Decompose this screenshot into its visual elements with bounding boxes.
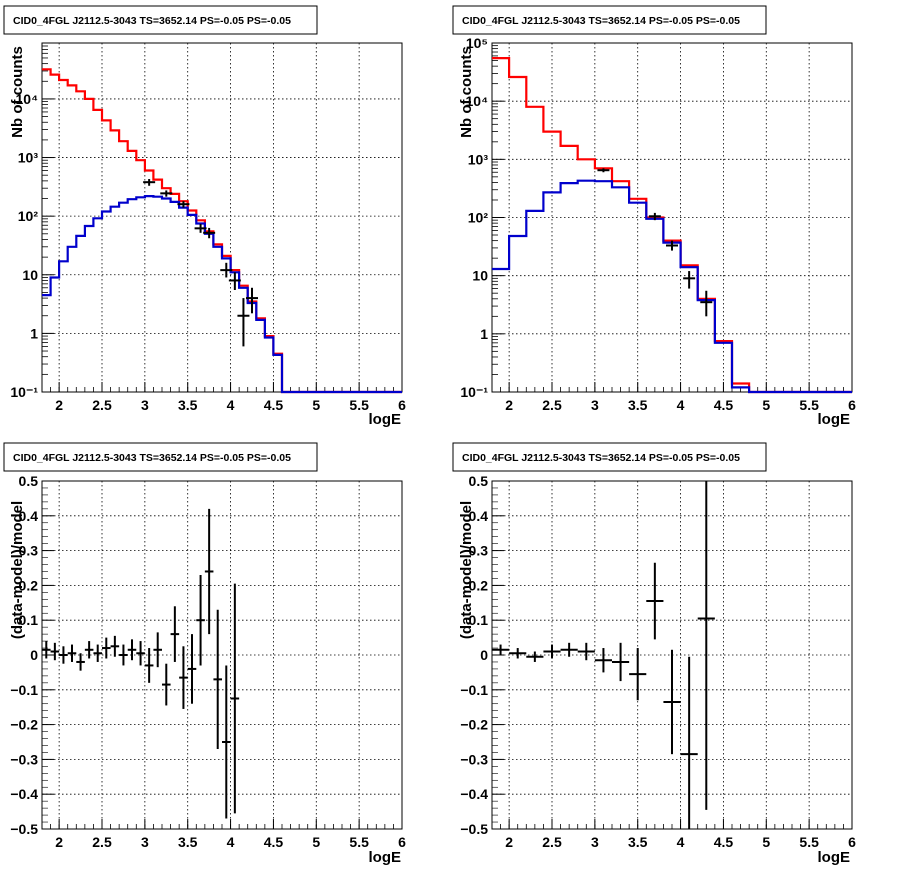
x-tick-label: 3 [141,397,149,413]
y-tick-label: 10⁴ [16,91,39,107]
x-tick-label: 3 [591,834,599,850]
series-blue-histogram [492,179,852,394]
y-tick-label: 10 [472,268,488,284]
y-tick-label: −0.3 [460,751,488,767]
y-tick-label: 0 [30,647,38,663]
panel-title: CID0_4FGL J2112.5-3043 TS=3652.14 PS=-0.… [462,15,740,27]
title-box [452,442,767,472]
x-tick-label: 3.5 [178,834,198,850]
x-tick-label: 6 [398,397,406,413]
x-tick-label: 2.5 [542,834,562,850]
panel-title: CID0_4FGL J2112.5-3043 TS=3652.14 PS=-0.… [462,452,740,464]
y-tick-label: 10² [18,208,39,224]
y-tick-label: 0.4 [469,508,489,524]
title-box [3,5,318,35]
x-tick-label: 2 [55,834,63,850]
y-tick-label: −0.4 [10,786,38,802]
y-tick-label: 0.2 [19,577,39,593]
x-tick-label: 5.5 [349,834,369,850]
panel-bottom-left: CID0_4FGL J2112.5-3043 TS=3652.14 PS=-0.… [3,442,406,866]
y-tick-label: −0.1 [10,682,38,698]
y-tick-label: −0.1 [460,682,488,698]
x-tick-label: 2 [55,397,63,413]
y-tick-label: −0.5 [10,821,38,837]
y-tick-label: 0.1 [19,612,39,628]
x-tick-label: 3 [141,834,149,850]
y-tick-label: 10⁵ [466,35,488,51]
x-tick-label: 6 [848,397,856,413]
y-axis-label: Nb of counts [9,46,26,138]
y-tick-label: 10⁻¹ [10,384,38,400]
x-tick-label: 4 [227,397,235,413]
title-box [452,5,767,35]
y-tick-label: 10² [468,210,489,226]
x-tick-label: 4 [677,397,685,413]
y-tick-label: 10³ [18,150,39,166]
y-tick-label: 10⁴ [466,93,489,109]
panel-bottom-right: CID0_4FGL J2112.5-3043 TS=3652.14 PS=-0.… [452,442,856,866]
y-tick-label: −0.5 [460,821,488,837]
x-tick-label: 5 [762,834,770,850]
x-tick-label: 6 [848,834,856,850]
y-tick-label: 0.4 [19,508,39,524]
x-tick-label: 4 [677,834,685,850]
y-tick-label: −0.2 [460,717,488,733]
x-tick-label: 6 [398,834,406,850]
panel-title: CID0_4FGL J2112.5-3043 TS=3652.14 PS=-0.… [13,15,291,27]
x-tick-label: 3.5 [628,834,648,850]
x-tick-label: 5 [762,397,770,413]
x-tick-label: 2.5 [92,397,112,413]
x-tick-label: 5.5 [799,834,819,850]
x-axis-label: logE [369,849,402,866]
y-tick-label: 0.5 [469,473,489,489]
y-tick-label: −0.2 [10,717,38,733]
x-tick-label: 5.5 [349,397,369,413]
y-tick-label: −0.4 [460,786,488,802]
y-tick-label: 0 [480,647,488,663]
y-tick-label: 0.3 [469,543,489,559]
x-tick-label: 3 [591,397,599,413]
x-tick-label: 5 [312,397,320,413]
y-tick-label: 1 [480,326,488,342]
x-axis-label: logE [369,411,402,428]
x-tick-label: 2 [505,834,513,850]
y-tick-label: 10³ [468,151,489,167]
y-tick-label: −0.3 [10,751,38,767]
series-blue-histogram [42,195,402,394]
y-tick-label: 0.5 [19,473,39,489]
x-axis-label: logE [818,849,851,866]
y-tick-label: 0.1 [469,612,489,628]
plot-area: 2 2.5 3 3.5 4 4.5 5 5.5 6 −0.5 −0.4 −0.3 −0.2 −0.1 0 0.… [460,473,856,850]
y-tick-label: 10 [22,267,38,283]
x-tick-label: 3.5 [178,397,198,413]
y-tick-label: 0.2 [469,577,489,593]
y-tick-label: 1 [30,325,38,341]
x-tick-label: 4.5 [264,397,284,413]
plot-area: 2 2.5 3 3.5 4 4.5 5 5.5 6 10⁻¹ 1 10 10² 10³ 10⁴ [10,42,406,413]
x-tick-label: 3.5 [628,397,648,413]
panel-title: CID0_4FGL J2112.5-3043 TS=3652.14 PS=-0.… [13,452,291,464]
x-axis-label: logE [818,411,851,428]
x-tick-label: 4.5 [264,834,284,850]
y-axis-label: (data-model)/model [458,501,475,639]
y-axis-label: Nb of counts [458,46,475,138]
y-tick-label: 0.3 [19,543,39,559]
x-tick-label: 4 [227,834,235,850]
panel-top-right: CID0_4FGL J2112.5-3043 TS=3652.14 PS=-0.… [452,5,856,428]
y-tick-label: 10⁻¹ [460,384,488,400]
panel-top-left: CID0_4FGL J2112.5-3043 TS=3652.14 PS=-0.… [3,5,406,428]
y-axis-label: (data-model)/model [9,501,26,639]
x-tick-label: 2.5 [542,397,562,413]
x-tick-label: 4.5 [714,397,734,413]
title-box [3,442,318,472]
x-tick-label: 2 [505,397,513,413]
plot-area: 2 2.5 3 3.5 4 4.5 5 5.5 6 10⁻¹ 1 10 10² 10³ 10⁴ 10⁵ [460,35,856,413]
plot-area: 2 2.5 3 3.5 4 4.5 5 5.5 6 −0.5 −0.4 −0.3 −0.2 −0.1 0 0.… [10,473,406,850]
x-tick-label: 5.5 [799,397,819,413]
x-tick-label: 5 [312,834,320,850]
x-tick-label: 4.5 [714,834,734,850]
x-tick-label: 2.5 [92,834,112,850]
